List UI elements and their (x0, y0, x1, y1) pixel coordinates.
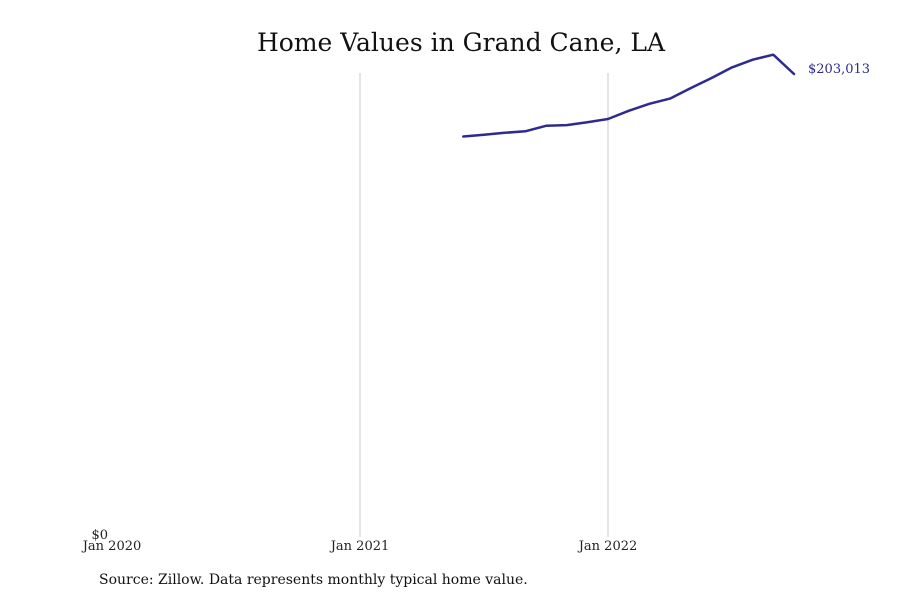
data-point (504, 132, 506, 134)
data-point (586, 121, 588, 123)
x-tick-label: Jan 2021 (329, 539, 390, 554)
data-point (669, 97, 671, 100)
data-point (483, 134, 485, 136)
data-point (710, 77, 712, 79)
data-point (793, 73, 795, 75)
data-point (772, 54, 774, 56)
source-note: Source: Zillow. Data represents monthly … (99, 572, 528, 588)
data-point (731, 66, 733, 69)
x-tick-label: Jan 2022 (577, 539, 638, 554)
series-line (462, 53, 796, 138)
data-point (752, 59, 754, 61)
data-point (690, 87, 692, 89)
y-tick-label: $0 (91, 528, 108, 543)
data-point (462, 135, 464, 138)
data-point (648, 103, 650, 105)
data-point (628, 110, 630, 112)
data-point (524, 130, 526, 132)
data-point (607, 118, 609, 120)
x-tick-label: Jan 2020 (81, 539, 142, 554)
data-point (545, 125, 547, 127)
data-point (566, 124, 568, 126)
end-value-label: $203,013 (808, 62, 870, 77)
chart-title: Home Values in Grand Cane, LA (256, 28, 666, 57)
